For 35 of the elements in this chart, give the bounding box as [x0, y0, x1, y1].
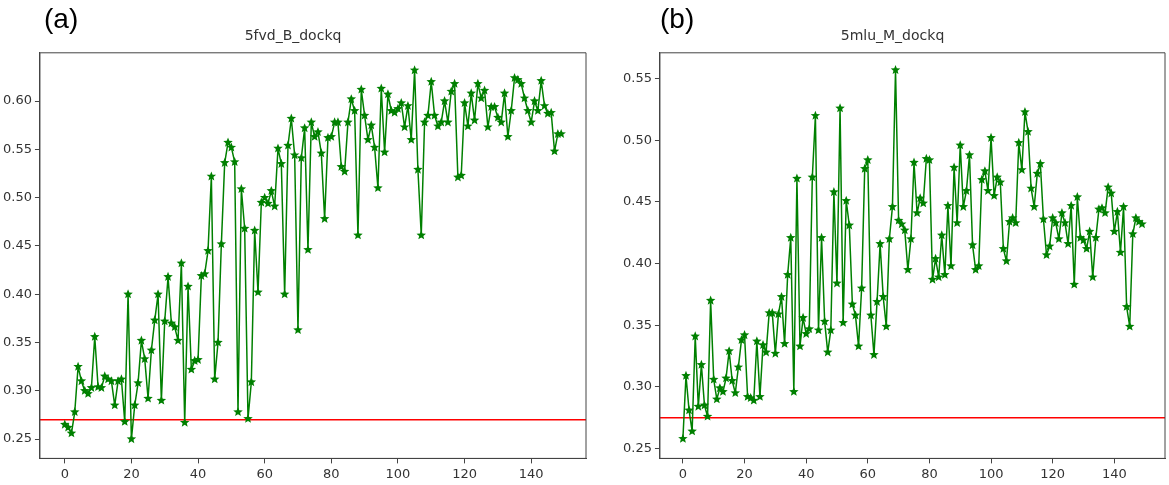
y-tick-label: 0.40 [622, 254, 652, 270]
y-tick-label: 0.30 [2, 382, 32, 398]
x-tick-label: 120 [1040, 465, 1066, 481]
x-tick-label: 60 [859, 465, 877, 481]
y-tick-label: 0.55 [2, 140, 32, 156]
chart-title: 5mlu_M_dockq [840, 27, 945, 44]
x-tick-label: 40 [797, 465, 815, 481]
y-tick-label: 0.35 [2, 333, 32, 349]
x-tick-label: 60 [256, 465, 273, 481]
y-tick-label: 0.30 [622, 378, 652, 394]
y-tick-label: 0.55 [622, 70, 652, 86]
x-tick-label: 120 [452, 465, 477, 481]
x-tick-label: 140 [518, 465, 544, 481]
y-tick-label: 0.45 [622, 193, 652, 209]
chart-title: 5fvd_B_dockq [244, 27, 342, 44]
y-tick-label: 0.50 [622, 131, 652, 147]
y-tick-label: 0.25 [2, 430, 32, 446]
x-tick-label: 80 [323, 465, 340, 481]
x-tick-label: 80 [921, 465, 938, 481]
y-tick-label: 0.50 [2, 189, 32, 205]
x-tick-label: 20 [123, 465, 140, 481]
x-tick-label: 0 [60, 465, 69, 481]
x-tick-label: 140 [1101, 465, 1127, 481]
x-tick-label: 0 [678, 465, 688, 481]
x-tick-label: 20 [736, 465, 753, 481]
text: (a) [44, 2, 79, 34]
y-tick-label: 0.60 [2, 92, 32, 108]
x-tick-label: 100 [978, 465, 1004, 481]
x-tick-label: 100 [385, 465, 411, 481]
y-tick-label: 0.40 [2, 285, 32, 301]
text: (b) [660, 2, 695, 34]
x-tick-label: 40 [189, 465, 207, 481]
y-tick-label: 0.35 [622, 316, 652, 332]
y-tick-label: 0.45 [2, 237, 32, 253]
y-tick-label: 0.25 [622, 439, 652, 455]
